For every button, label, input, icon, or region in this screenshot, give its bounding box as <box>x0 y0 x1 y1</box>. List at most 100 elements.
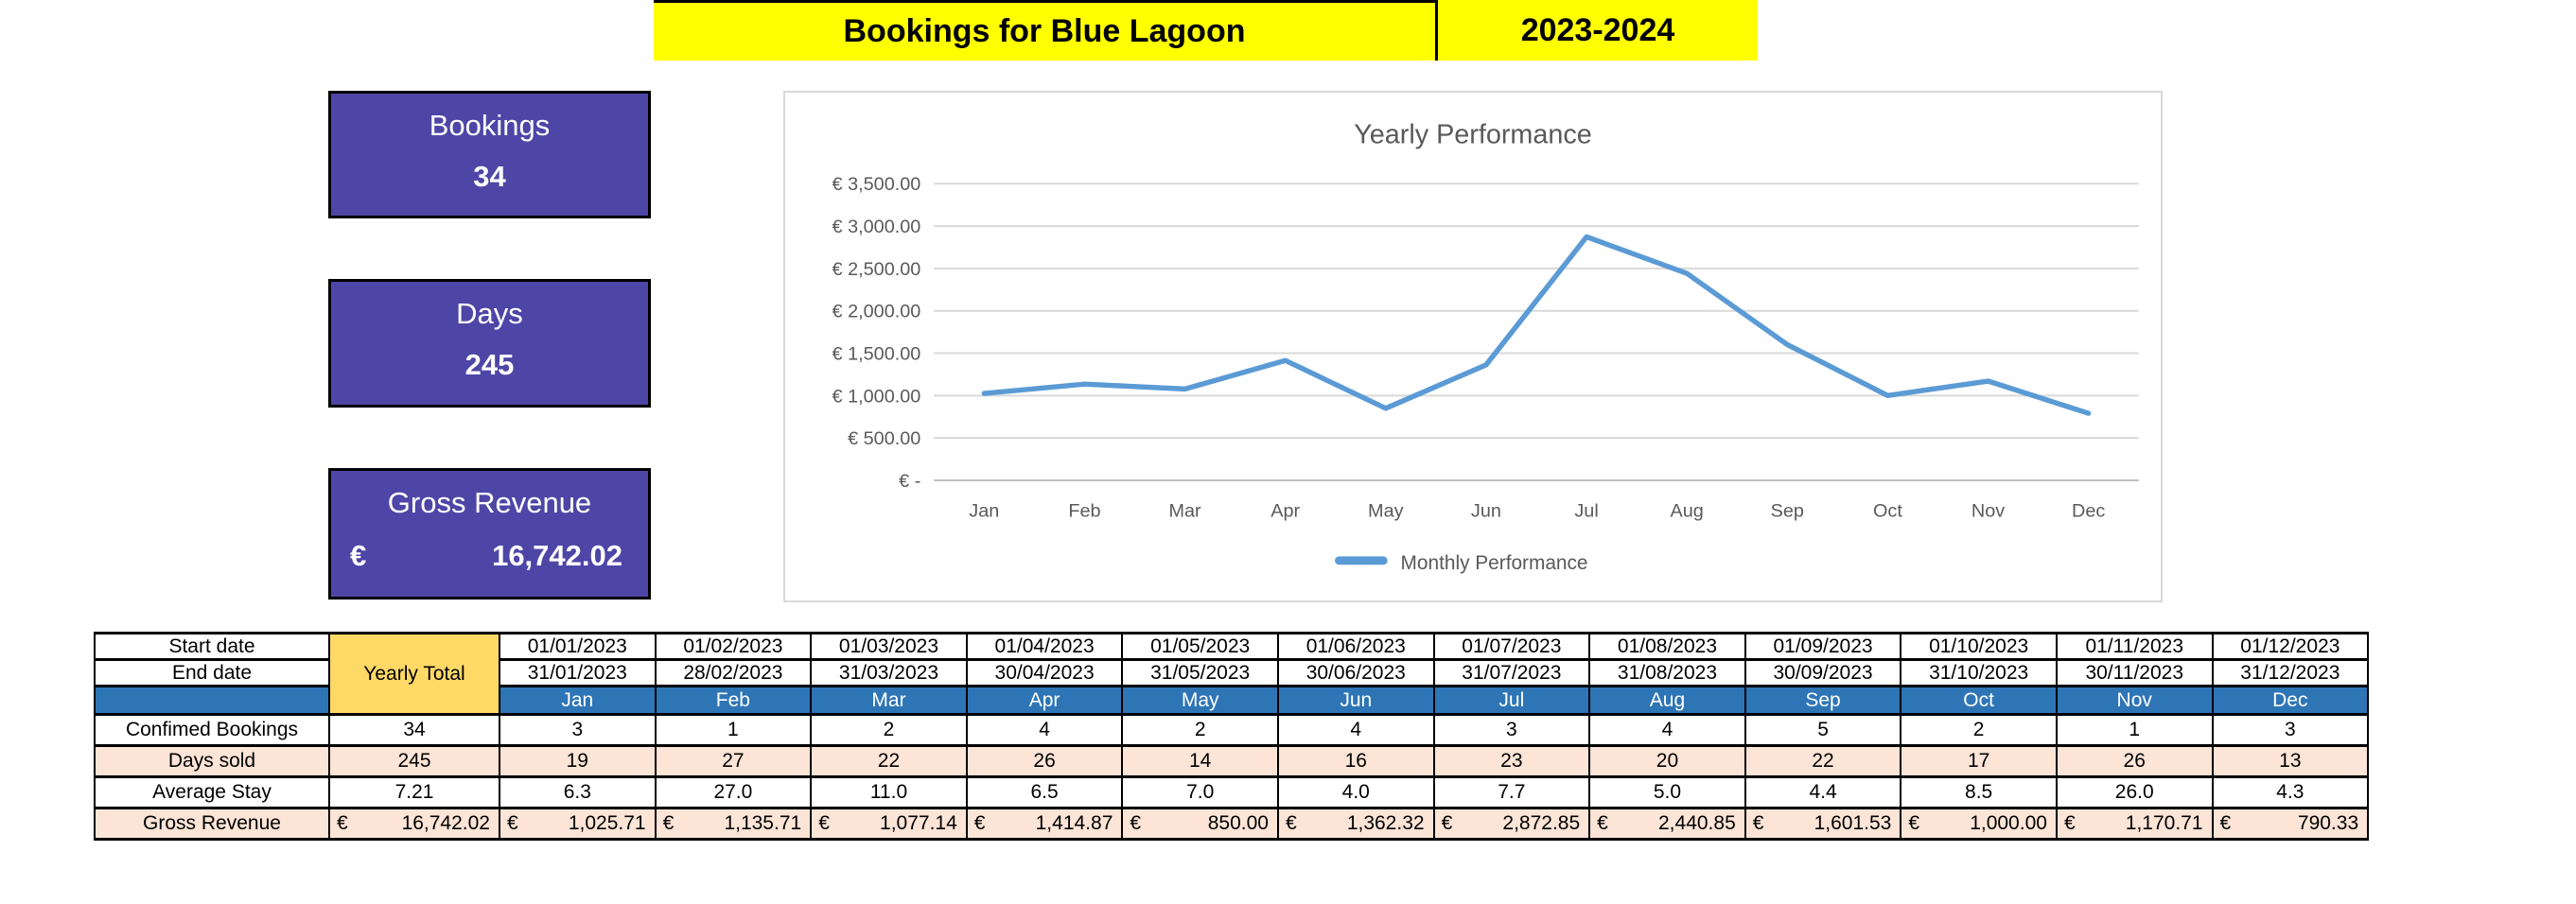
month-value-cell[interactable]: €1,414.87 <box>965 807 1124 841</box>
kpi-gross-revenue-box[interactable]: Gross Revenue € 16,742.02 <box>328 468 651 600</box>
row-label-cell[interactable]: Confimed Bookings <box>94 713 330 747</box>
month-value-cell[interactable]: 26 <box>965 744 1124 778</box>
end-date-cell[interactable]: 31/05/2023 <box>1121 658 1279 687</box>
month-value-cell[interactable]: 8.5 <box>1900 775 2058 809</box>
end-date-cell[interactable]: 31/08/2023 <box>1588 658 1746 687</box>
month-value-cell[interactable]: 7.0 <box>1121 775 1279 809</box>
month-header-cell[interactable]: Sep <box>1744 685 1902 716</box>
end-date-cell[interactable]: 31/07/2023 <box>1432 658 1591 687</box>
start-date-cell[interactable]: 01/08/2023 <box>1588 632 1746 661</box>
month-value-cell[interactable]: 16 <box>1276 744 1435 778</box>
start-date-row-label[interactable]: Start date <box>94 632 330 661</box>
start-date-cell[interactable]: 01/05/2023 <box>1121 632 1279 661</box>
month-value-cell[interactable]: 26 <box>2055 744 2214 778</box>
start-date-cell[interactable]: 01/09/2023 <box>1744 632 1902 661</box>
month-header-cell[interactable]: Aug <box>1588 685 1746 716</box>
month-header-cell[interactable]: Oct <box>1900 685 2058 716</box>
month-value-cell[interactable]: 27 <box>654 744 813 778</box>
month-value-cell[interactable]: 5 <box>1744 713 1902 747</box>
start-date-cell[interactable]: 01/04/2023 <box>965 632 1124 661</box>
month-header-cell[interactable]: Dec <box>2211 685 2370 716</box>
month-value-cell[interactable]: €1,077.14 <box>810 807 968 841</box>
month-header-cell[interactable]: Jul <box>1432 685 1591 716</box>
month-value-cell[interactable]: €790.33 <box>2211 807 2370 841</box>
yearly-performance-chart[interactable]: Yearly Performance € 3,500.00 € 3,000.00 € … <box>783 91 2163 602</box>
month-value-cell[interactable]: 1 <box>2055 713 2214 747</box>
yearly-total-value-cell[interactable]: €16,742.02 <box>328 807 500 841</box>
month-value-cell[interactable]: 2 <box>810 713 968 747</box>
month-value-cell[interactable]: 17 <box>1900 744 2058 778</box>
month-value-cell[interactable]: €850.00 <box>1121 807 1279 841</box>
month-value-cell[interactable]: 22 <box>1744 744 1902 778</box>
month-value-cell[interactable]: €1,601.53 <box>1744 807 1902 841</box>
end-date-row-label[interactable]: End date <box>94 658 330 687</box>
month-value-cell[interactable]: 2 <box>1121 713 1279 747</box>
month-header-cell[interactable]: Jun <box>1276 685 1435 716</box>
month-value-cell[interactable]: €1,362.32 <box>1276 807 1435 841</box>
month-header-cell[interactable]: Nov <box>2055 685 2214 716</box>
month-value-cell[interactable]: 23 <box>1432 744 1591 778</box>
month-value-cell[interactable]: 2 <box>1900 713 2058 747</box>
month-value-cell[interactable]: 4 <box>965 713 1124 747</box>
end-date-cell[interactable]: 31/12/2023 <box>2211 658 2370 687</box>
month-value-cell[interactable]: 3 <box>499 713 657 747</box>
kpi-bookings-box[interactable]: Bookings 34 <box>328 91 651 218</box>
yearly-total-value-cell[interactable]: 245 <box>328 744 500 778</box>
month-value-cell[interactable]: 4 <box>1276 713 1435 747</box>
start-date-cell[interactable]: 01/11/2023 <box>2055 632 2214 661</box>
month-value-cell[interactable]: 7.7 <box>1432 775 1591 809</box>
end-date-cell[interactable]: 31/01/2023 <box>499 658 657 687</box>
month-value-cell[interactable]: 3 <box>2211 713 2370 747</box>
month-header-cell[interactable]: Feb <box>654 685 813 716</box>
month-value-cell[interactable]: €1,025.71 <box>499 807 657 841</box>
yearly-total-value-cell[interactable]: 34 <box>328 713 500 747</box>
month-value-cell[interactable]: 14 <box>1121 744 1279 778</box>
start-date-cell[interactable]: 01/06/2023 <box>1276 632 1435 661</box>
yearly-total-header-cell[interactable]: Yearly Total <box>328 632 500 716</box>
month-value-cell[interactable]: 4 <box>1588 713 1746 747</box>
month-header-corner-cell[interactable] <box>94 685 330 716</box>
month-header-cell[interactable]: May <box>1121 685 1279 716</box>
banner-period-cell[interactable]: 2023-2024 <box>1438 0 1758 61</box>
end-date-cell[interactable]: 30/06/2023 <box>1276 658 1435 687</box>
month-value-cell[interactable]: 4.4 <box>1744 775 1902 809</box>
month-value-cell[interactable]: 20 <box>1588 744 1746 778</box>
end-date-cell[interactable]: 30/11/2023 <box>2055 658 2214 687</box>
month-value-cell[interactable]: 6.5 <box>965 775 1124 809</box>
start-date-cell[interactable]: 01/01/2023 <box>499 632 657 661</box>
end-date-cell[interactable]: 31/10/2023 <box>1900 658 2058 687</box>
month-header-cell[interactable]: Jan <box>499 685 657 716</box>
month-value-cell[interactable]: €1,170.71 <box>2055 807 2214 841</box>
month-value-cell[interactable]: 3 <box>1432 713 1591 747</box>
month-value-cell[interactable]: 27.0 <box>654 775 813 809</box>
start-date-cell[interactable]: 01/12/2023 <box>2211 632 2370 661</box>
yearly-total-value-cell[interactable]: 7.21 <box>328 775 500 809</box>
month-value-cell[interactable]: 1 <box>654 713 813 747</box>
month-value-cell[interactable]: 4.0 <box>1276 775 1435 809</box>
start-date-cell[interactable]: 01/07/2023 <box>1432 632 1591 661</box>
end-date-cell[interactable]: 31/03/2023 <box>810 658 968 687</box>
banner-title-cell[interactable]: Bookings for Blue Lagoon <box>654 0 1438 61</box>
row-label-cell[interactable]: Gross Revenue <box>94 807 330 841</box>
month-value-cell[interactable]: 26.0 <box>2055 775 2214 809</box>
month-value-cell[interactable]: €1,135.71 <box>654 807 813 841</box>
month-value-cell[interactable]: 6.3 <box>499 775 657 809</box>
end-date-cell[interactable]: 28/02/2023 <box>654 658 813 687</box>
month-value-cell[interactable]: 4.3 <box>2211 775 2370 809</box>
kpi-days-box[interactable]: Days 245 <box>328 279 651 408</box>
month-value-cell[interactable]: 22 <box>810 744 968 778</box>
month-header-cell[interactable]: Apr <box>965 685 1124 716</box>
start-date-cell[interactable]: 01/10/2023 <box>1900 632 2058 661</box>
month-value-cell[interactable]: €1,000.00 <box>1900 807 2058 841</box>
row-label-cell[interactable]: Average Stay <box>94 775 330 809</box>
month-value-cell[interactable]: 19 <box>499 744 657 778</box>
start-date-cell[interactable]: 01/02/2023 <box>654 632 813 661</box>
month-value-cell[interactable]: 13 <box>2211 744 2370 778</box>
start-date-cell[interactable]: 01/03/2023 <box>810 632 968 661</box>
month-value-cell[interactable]: 5.0 <box>1588 775 1746 809</box>
end-date-cell[interactable]: 30/04/2023 <box>965 658 1124 687</box>
row-label-cell[interactable]: Days sold <box>94 744 330 778</box>
month-value-cell[interactable]: €2,872.85 <box>1432 807 1591 841</box>
month-header-cell[interactable]: Mar <box>810 685 968 716</box>
month-value-cell[interactable]: 11.0 <box>810 775 968 809</box>
